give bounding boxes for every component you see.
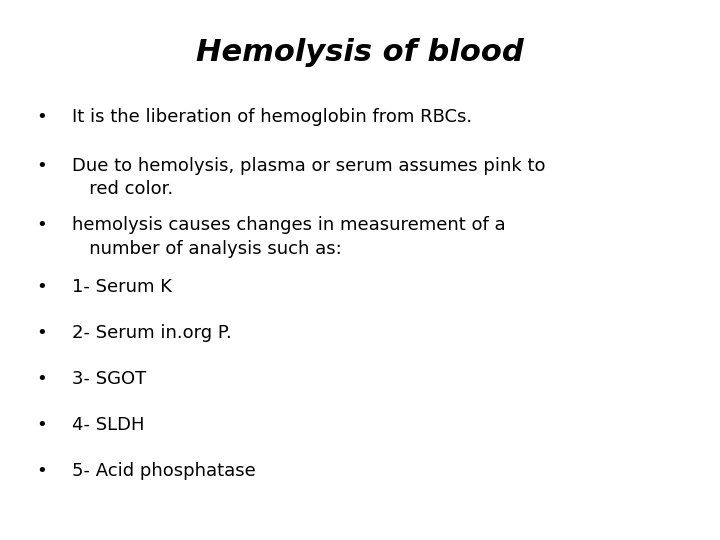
Text: •: • bbox=[36, 216, 47, 234]
Text: hemolysis causes changes in measurement of a
   number of analysis such as:: hemolysis causes changes in measurement … bbox=[72, 216, 505, 258]
Text: •: • bbox=[36, 324, 47, 342]
Text: •: • bbox=[36, 157, 47, 174]
Text: •: • bbox=[36, 108, 47, 126]
Text: •: • bbox=[36, 370, 47, 388]
Text: •: • bbox=[36, 462, 47, 480]
Text: Due to hemolysis, plasma or serum assumes pink to
   red color.: Due to hemolysis, plasma or serum assume… bbox=[72, 157, 546, 198]
Text: 5- Acid phosphatase: 5- Acid phosphatase bbox=[72, 462, 256, 480]
Text: 1- Serum K: 1- Serum K bbox=[72, 278, 172, 296]
Text: It is the liberation of hemoglobin from RBCs.: It is the liberation of hemoglobin from … bbox=[72, 108, 472, 126]
Text: 3- SGOT: 3- SGOT bbox=[72, 370, 146, 388]
Text: •: • bbox=[36, 416, 47, 434]
Text: •: • bbox=[36, 278, 47, 296]
Text: Hemolysis of blood: Hemolysis of blood bbox=[196, 38, 524, 67]
Text: 2- Serum in.org P.: 2- Serum in.org P. bbox=[72, 324, 232, 342]
Text: 4- SLDH: 4- SLDH bbox=[72, 416, 145, 434]
